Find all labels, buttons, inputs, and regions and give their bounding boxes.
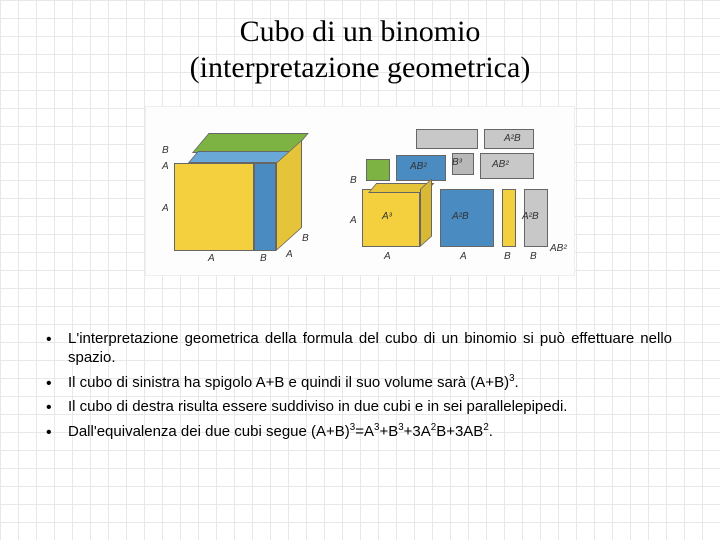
bullet-1-text: L'interpretazione geometrica della formu… xyxy=(68,330,672,366)
label-A2B-2: A²B xyxy=(522,211,539,222)
label-rA2: A xyxy=(384,251,391,262)
label-AB2-2: AB² xyxy=(492,159,509,170)
bullet-list: L'interpretazione geometrica della formu… xyxy=(42,330,672,448)
label-A: A xyxy=(162,161,169,172)
label-rA: A xyxy=(350,215,357,226)
right-cube-exploded: A²B AB² B³ AB² A³ A²B A²B AB² B A A A B … xyxy=(356,125,556,265)
label-A3: A³ xyxy=(382,211,392,222)
label-B: B xyxy=(162,145,169,156)
label-AB2-3: AB² xyxy=(550,243,567,254)
bullet-4-text: Dall'equivalenza dei due cubi segue (A+B… xyxy=(68,423,493,440)
label-rBb2: B xyxy=(530,251,537,262)
bullet-3: Il cubo di destra risulta essere suddivi… xyxy=(42,398,672,417)
bullet-2-text: Il cubo di sinistra ha spigolo A+B e qui… xyxy=(68,374,519,391)
label-A2B-1: A²B xyxy=(452,211,469,222)
label-B-bot: B xyxy=(260,253,267,264)
label-rB: B xyxy=(350,175,357,186)
left-cube: B A A A B A B xyxy=(174,133,314,263)
label-rBb: B xyxy=(504,251,511,262)
title-line-1: Cubo di un binomio xyxy=(240,15,481,48)
label-A-r: A xyxy=(286,249,293,260)
bullet-1: L'interpretazione geometrica della formu… xyxy=(42,330,672,368)
cube-diagram: B A A A B A B A²B AB² B³ AB² A³ A²B A²B … xyxy=(145,106,575,276)
label-AB2-1: AB² xyxy=(410,161,427,172)
bullet-3-text: Il cubo di destra risulta essere suddivi… xyxy=(68,398,567,415)
bullet-4: Dall'equivalenza dei due cubi segue (A+B… xyxy=(42,423,672,442)
title-line-2: (interpretazione geometrica) xyxy=(190,51,531,84)
bullet-2: Il cubo di sinistra ha spigolo A+B e qui… xyxy=(42,374,672,393)
label-A-side: A xyxy=(162,203,169,214)
label-B-r: B xyxy=(302,233,309,244)
label-B3: B³ xyxy=(452,157,462,168)
label-A2B-top: A²B xyxy=(504,133,521,144)
slide-title: Cubo di un binomio (interpretazione geom… xyxy=(0,0,720,86)
label-A-bot: A xyxy=(208,253,215,264)
label-rA3: A xyxy=(460,251,467,262)
